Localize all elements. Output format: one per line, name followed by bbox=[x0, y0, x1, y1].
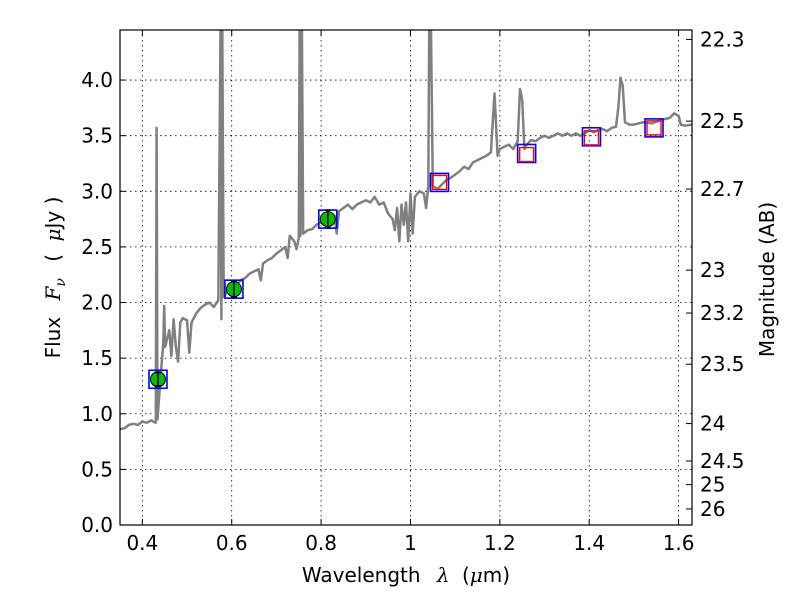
x-tick-label: 1 bbox=[404, 531, 417, 555]
mag-tick-label: 24.5 bbox=[700, 449, 745, 473]
marker-layer bbox=[148, 118, 664, 390]
y-tick-label: 2.5 bbox=[81, 235, 113, 259]
x-tick-label: 1.4 bbox=[573, 531, 605, 555]
y-tick-label: 4.0 bbox=[81, 68, 113, 92]
y-axis-label: Flux Fν ( μJy ) bbox=[41, 197, 70, 359]
y-axis-label-subscript: ν bbox=[53, 278, 69, 287]
y-tick-label: 1.5 bbox=[81, 346, 113, 370]
x-axis-label: Wavelength λ (μm) bbox=[302, 563, 510, 587]
upper-band-marker bbox=[518, 146, 535, 163]
x-axis-label-unit-symbol: μ bbox=[470, 563, 483, 587]
mag-tick-label: 22.7 bbox=[700, 177, 745, 201]
x-axis-label-open: ( bbox=[462, 563, 470, 587]
spectrum-layer bbox=[120, 30, 692, 431]
upper-band-marker bbox=[431, 174, 448, 191]
y-tick-label: 1.0 bbox=[81, 402, 113, 426]
mag-tick-label: 23.2 bbox=[700, 301, 745, 325]
band-model-marker bbox=[581, 126, 602, 147]
y-tick-label: 0.5 bbox=[81, 457, 113, 481]
x-tick-label: 0.4 bbox=[126, 531, 158, 555]
band-model-marker bbox=[224, 279, 244, 299]
upper-band-marker bbox=[583, 130, 600, 146]
grid-layer bbox=[120, 30, 692, 526]
band-model-marker bbox=[148, 369, 168, 390]
mag-tick-label: 25 bbox=[700, 473, 725, 497]
y-tick-label: 3.0 bbox=[81, 179, 113, 203]
mag-tick-label: 22.3 bbox=[700, 27, 745, 51]
x-tick-label: 0.6 bbox=[216, 531, 248, 555]
tick-layer: 0.4 0.6 0.8 1 1.2 1.4 1.6 0.0 0.5 1.0 1.5 2.0 2.5 3.0… bbox=[81, 27, 744, 555]
mag-tick-label: 23.5 bbox=[700, 352, 745, 376]
band-model-marker bbox=[516, 143, 537, 164]
x-axis-label-unit: m) bbox=[483, 563, 510, 587]
y-tick-label: 3.5 bbox=[81, 124, 113, 148]
y-tick-label: 0.0 bbox=[81, 513, 113, 537]
upper-band-marker bbox=[646, 120, 662, 136]
band-model-marker bbox=[644, 118, 664, 138]
mag-tick-label: 26 bbox=[700, 497, 725, 521]
plot-frame bbox=[119, 29, 693, 526]
mag-tick-label: 24 bbox=[700, 412, 725, 436]
y-axis-label-open: ( bbox=[41, 254, 65, 262]
x-tick-label: 0.8 bbox=[305, 531, 337, 555]
x-tick-label: 1.2 bbox=[484, 531, 516, 555]
x-axis-label-prefix: Wavelength bbox=[302, 563, 421, 587]
y-tick-label: 2.0 bbox=[81, 291, 113, 315]
x-tick-label: 1.6 bbox=[663, 531, 695, 555]
y2-axis-label: Magnitude (AB) bbox=[755, 202, 779, 357]
mag-tick-label: 23 bbox=[700, 258, 725, 282]
band-model-marker bbox=[429, 172, 450, 193]
mag-tick-label: 22.5 bbox=[700, 109, 745, 133]
y-axis-label-unit-symbol: μ bbox=[41, 229, 65, 242]
y-axis-label-prefix: Flux bbox=[41, 317, 65, 359]
spectrum-line bbox=[120, 30, 692, 431]
y-axis-label-symbol: F bbox=[41, 285, 65, 301]
y-axis-label-unit: Jy ) bbox=[41, 197, 65, 231]
x-axis-label-symbol: λ bbox=[436, 563, 450, 587]
